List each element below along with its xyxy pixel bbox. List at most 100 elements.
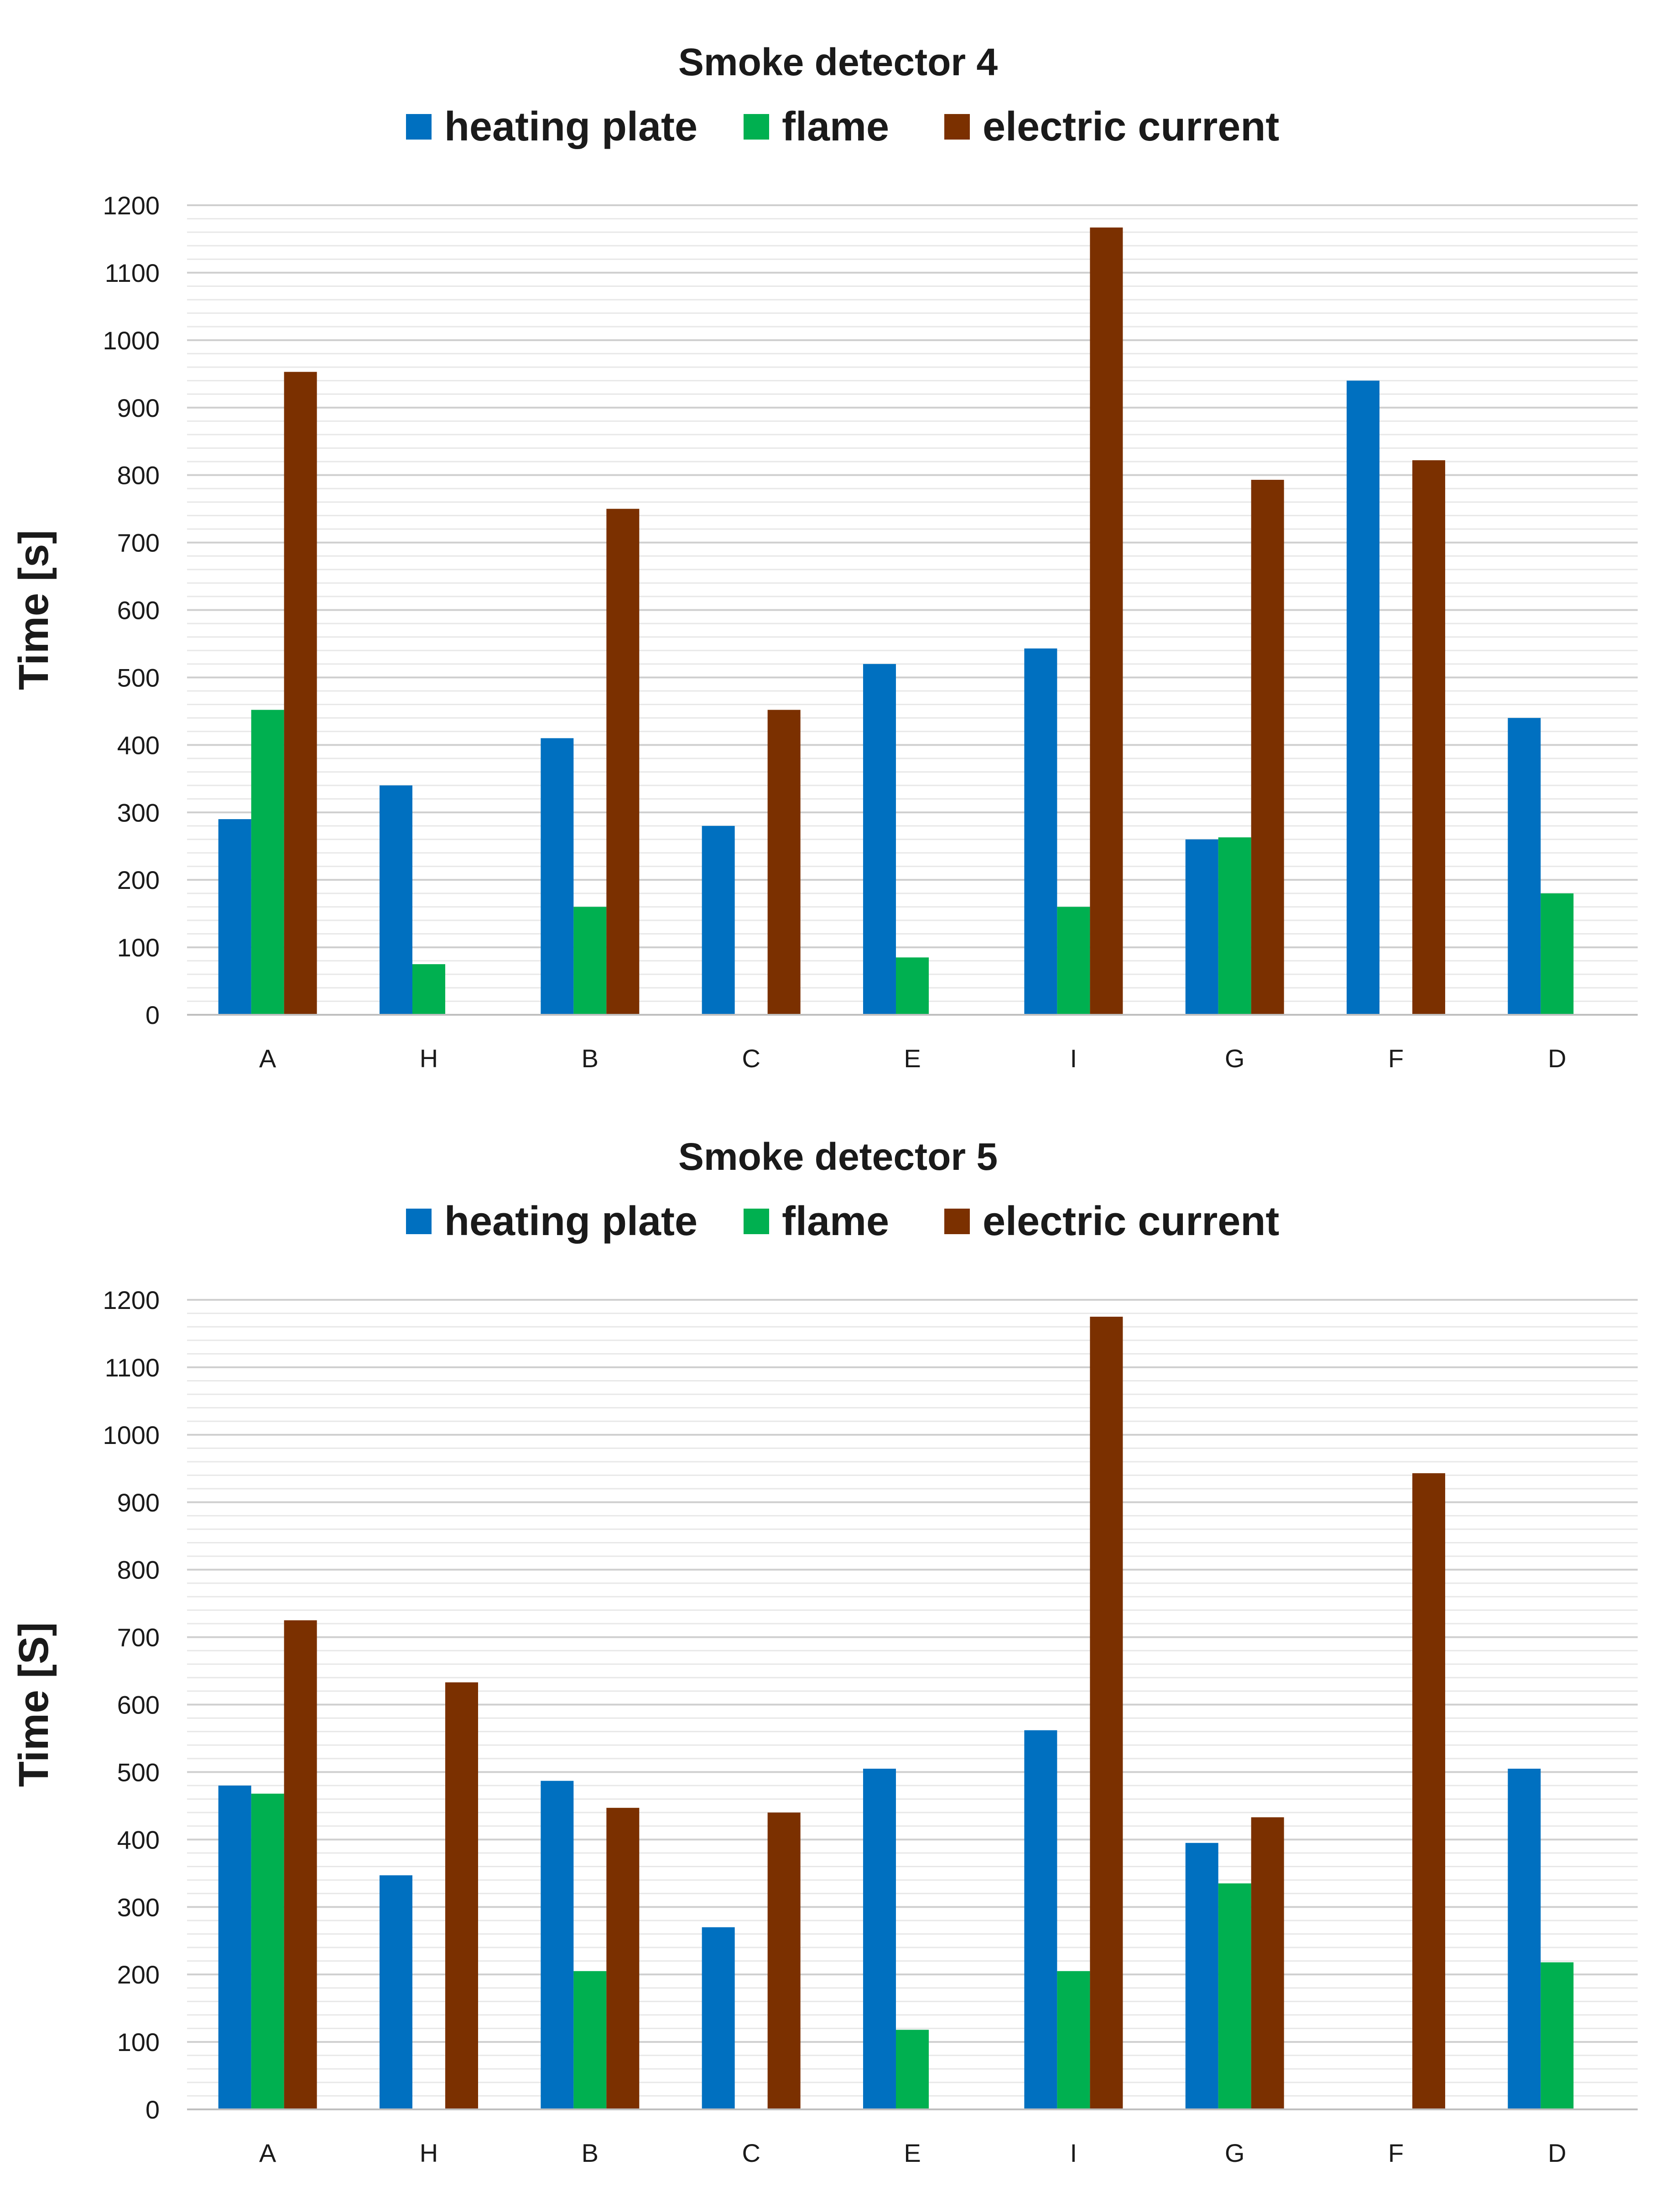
y-axis-label: Time [S] — [10, 1622, 57, 1787]
bar-heating-plate-b — [541, 738, 574, 1015]
legend: heating plate flame electric current — [406, 104, 1279, 150]
y-tick-label-500: 500 — [117, 663, 160, 692]
bar-electric-current-h — [445, 1682, 478, 2109]
y-tick-label-1000: 1000 — [103, 326, 160, 355]
y-axis-label: Time [s] — [10, 530, 57, 690]
bar-electric-current-b — [606, 1807, 640, 2109]
bar-electric-current-i — [1090, 227, 1123, 1015]
bar-heating-plate-a — [218, 819, 251, 1015]
y-tick-label-800: 800 — [117, 461, 160, 490]
bars — [218, 1316, 1574, 2109]
chart-title: Smoke detector 4 — [678, 41, 998, 83]
y-tick-label-100: 100 — [117, 933, 160, 962]
y-axis-ticks: 0 100 200 300 400 500 600 700 800 900 1000 1100 1200 — [103, 1286, 160, 2124]
y-tick-label-200: 200 — [117, 866, 160, 894]
chart-svg-smoke-detector-4: Smoke detector 4 heating plate flame electr… — [10, 41, 1638, 1073]
bar-flame-e — [896, 2030, 929, 2109]
y-tick-label-300: 300 — [117, 798, 160, 827]
bars — [218, 227, 1574, 1015]
bar-electric-current-f — [1412, 1473, 1445, 2109]
bar-electric-current-c — [767, 1812, 801, 2109]
legend-label-heating-plate: heating plate — [444, 104, 697, 150]
bar-heating-plate-a — [218, 1786, 251, 2109]
bar-electric-current-f — [1412, 460, 1445, 1015]
y-tick-label-900: 900 — [117, 1488, 160, 1517]
bar-electric-current-g — [1251, 1817, 1284, 2109]
bar-flame-h — [412, 964, 445, 1015]
bar-flame-d — [1541, 893, 1574, 1015]
bar-electric-current-c — [767, 710, 801, 1015]
legend-swatch-heating-plate — [406, 1209, 432, 1234]
x-tick-label-e: E — [904, 1044, 921, 1073]
y-tick-label-1000: 1000 — [103, 1421, 160, 1449]
chart-smoke-detector-5: Smoke detector 5 heating plate flame electr… — [0, 1095, 1676, 2201]
x-tick-label-h: H — [420, 1044, 438, 1073]
legend-label-heating-plate: heating plate — [444, 1199, 697, 1244]
chart-smoke-detector-4: Smoke detector 4 heating plate flame electr… — [10, 41, 1638, 1073]
legend-swatch-electric-current — [944, 1209, 970, 1234]
y-tick-label-1200: 1200 — [103, 191, 160, 220]
gridlines — [187, 1299, 1638, 2110]
y-tick-label-400: 400 — [117, 731, 160, 759]
bar-heating-plate-e — [863, 664, 896, 1015]
y-tick-label-200: 200 — [117, 1960, 160, 1989]
bar-heating-plate-d — [1508, 1769, 1541, 2109]
x-tick-label-h: H — [420, 2139, 438, 2167]
legend: heating plate flame electric current — [406, 1199, 1279, 1244]
x-tick-label-f: F — [1388, 2139, 1404, 2167]
y-tick-label-600: 600 — [117, 1691, 160, 1719]
x-tick-label-e: E — [904, 2139, 921, 2167]
x-tick-label-d: D — [1548, 2139, 1566, 2167]
y-tick-label-400: 400 — [117, 1825, 160, 1854]
x-tick-label-b: B — [582, 2139, 599, 2167]
legend-swatch-electric-current — [944, 114, 970, 140]
x-tick-label-d: D — [1548, 1044, 1566, 1073]
bar-flame-g — [1218, 837, 1251, 1015]
bar-heating-plate-i — [1024, 1730, 1057, 2109]
legend-label-electric-current: electric current — [983, 1199, 1279, 1244]
x-tick-label-c: C — [742, 2139, 760, 2167]
y-tick-label-300: 300 — [117, 1893, 160, 1921]
bar-flame-g — [1218, 1883, 1251, 2109]
bar-heating-plate-b — [541, 1781, 574, 2109]
bar-electric-current-a — [284, 372, 317, 1015]
legend-swatch-flame — [744, 1209, 769, 1234]
y-tick-label-800: 800 — [117, 1556, 160, 1584]
bar-electric-current-i — [1090, 1316, 1123, 2109]
bar-heating-plate-c — [702, 1927, 735, 2109]
x-tick-label-g: G — [1225, 1044, 1245, 1073]
y-tick-label-1100: 1100 — [105, 259, 160, 287]
y-tick-label-1100: 1100 — [105, 1353, 160, 1382]
gridlines — [187, 204, 1638, 1016]
x-tick-label-i: I — [1070, 2139, 1077, 2167]
bar-flame-i — [1057, 1971, 1090, 2109]
bar-electric-current-g — [1251, 480, 1284, 1015]
bar-flame-d — [1541, 1962, 1574, 2109]
y-tick-label-100: 100 — [117, 2028, 160, 2056]
legend-swatch-flame — [744, 114, 769, 140]
y-axis-ticks: 0 100 200 300 400 500 600 700 800 900 1000 1100 1200 — [103, 191, 160, 1029]
bar-heating-plate-h — [380, 1875, 412, 2109]
x-tick-label-g: G — [1225, 2139, 1245, 2167]
y-tick-label-1200: 1200 — [103, 1286, 160, 1314]
y-tick-label-700: 700 — [117, 1623, 160, 1652]
bar-heating-plate-h — [380, 785, 412, 1015]
legend-label-electric-current: electric current — [983, 104, 1279, 150]
bar-electric-current-a — [284, 1620, 317, 2109]
y-tick-label-0: 0 — [146, 1001, 160, 1029]
x-tick-label-c: C — [742, 1044, 760, 1073]
bar-heating-plate-d — [1508, 718, 1541, 1015]
y-tick-label-900: 900 — [117, 394, 160, 422]
bar-flame-b — [573, 1971, 607, 2109]
x-tick-label-f: F — [1388, 1044, 1404, 1073]
y-tick-label-600: 600 — [117, 596, 160, 625]
bar-heating-plate-c — [702, 826, 735, 1015]
x-tick-label-i: I — [1070, 1044, 1077, 1073]
bar-electric-current-b — [606, 509, 640, 1015]
legend-label-flame: flame — [782, 1199, 889, 1244]
y-tick-label-0: 0 — [146, 2095, 160, 2124]
bar-heating-plate-g — [1185, 839, 1218, 1015]
bar-flame-i — [1057, 907, 1090, 1015]
legend-label-flame: flame — [782, 104, 889, 150]
y-tick-label-700: 700 — [117, 529, 160, 557]
